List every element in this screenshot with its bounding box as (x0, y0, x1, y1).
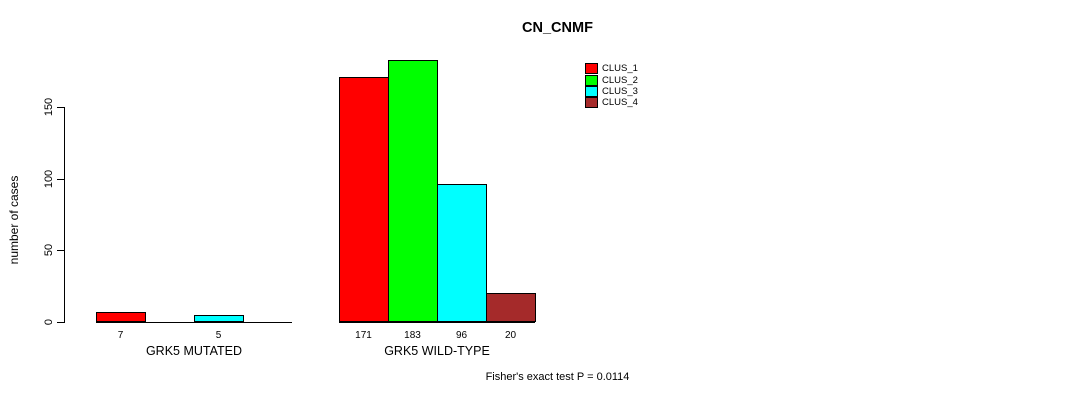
y-axis-tick (57, 107, 64, 108)
bar-value-label-CLUS_2-grk5-wild-type: 183 (404, 330, 421, 341)
y-axis-line (64, 107, 65, 323)
legend-label-CLUS_1: CLUS_1 (602, 63, 638, 75)
bar-CLUS_3-grk5-mutated (194, 315, 244, 322)
y-axis-label: number of cases (7, 175, 21, 265)
stat-annotation: Fisher's exact test P = 0.0114 (485, 371, 630, 383)
bar-CLUS_4-grk5-wild-type (486, 293, 536, 322)
legend-label-CLUS_3: CLUS_3 (602, 85, 638, 97)
legend-item-CLUS_3: CLUS_3 (585, 85, 638, 97)
legend-item-CLUS_1: CLUS_1 (585, 63, 638, 75)
group-baseline-grk5-mutated (96, 322, 292, 323)
legend-swatch-CLUS_4 (585, 97, 598, 109)
y-axis-tick-label: 100 (43, 169, 55, 189)
bar-CLUS_1-grk5-wild-type (339, 77, 389, 322)
x-category-label-grk5-wild-type: GRK5 WILD-TYPE (384, 344, 490, 358)
bar-value-label-CLUS_3-grk5-wild-type: 96 (455, 330, 468, 341)
y-axis-tick-label: 150 (43, 97, 55, 117)
y-axis-tick (57, 322, 64, 323)
x-category-label-grk5-mutated: GRK5 MUTATED (145, 344, 243, 358)
legend-item-CLUS_2: CLUS_2 (585, 74, 638, 86)
y-axis-tick-label: 50 (43, 243, 55, 257)
legend-swatch-CLUS_1 (585, 63, 598, 75)
bar-value-label-CLUS_4-grk5-wild-type: 20 (504, 330, 517, 341)
legend-item-CLUS_4: CLUS_4 (585, 97, 638, 109)
bar-value-label-CLUS_1-grk5-wild-type: 171 (355, 330, 372, 341)
chart-title: CN_CNMF (522, 20, 593, 36)
bar-CLUS_3-grk5-wild-type (437, 184, 487, 322)
legend-swatch-CLUS_2 (585, 74, 598, 86)
legend-label-CLUS_2: CLUS_2 (602, 74, 638, 86)
legend-label-CLUS_4: CLUS_4 (602, 97, 638, 109)
y-axis-tick (57, 250, 64, 251)
y-axis-tick (57, 179, 64, 180)
bar-CLUS_2-grk5-wild-type (388, 60, 438, 322)
group-baseline-grk5-wild-type (339, 322, 535, 323)
y-axis-tick-label: 0 (43, 318, 55, 326)
bar-value-label-CLUS_1-grk5-mutated: 7 (117, 330, 124, 341)
legend-swatch-CLUS_3 (585, 85, 598, 97)
legend: CLUS_1 CLUS_2 CLUS_3 CLUS_4 (585, 63, 638, 109)
bar-CLUS_1-grk5-mutated (96, 312, 146, 322)
bar-value-label-CLUS_3-grk5-mutated: 5 (215, 330, 222, 341)
